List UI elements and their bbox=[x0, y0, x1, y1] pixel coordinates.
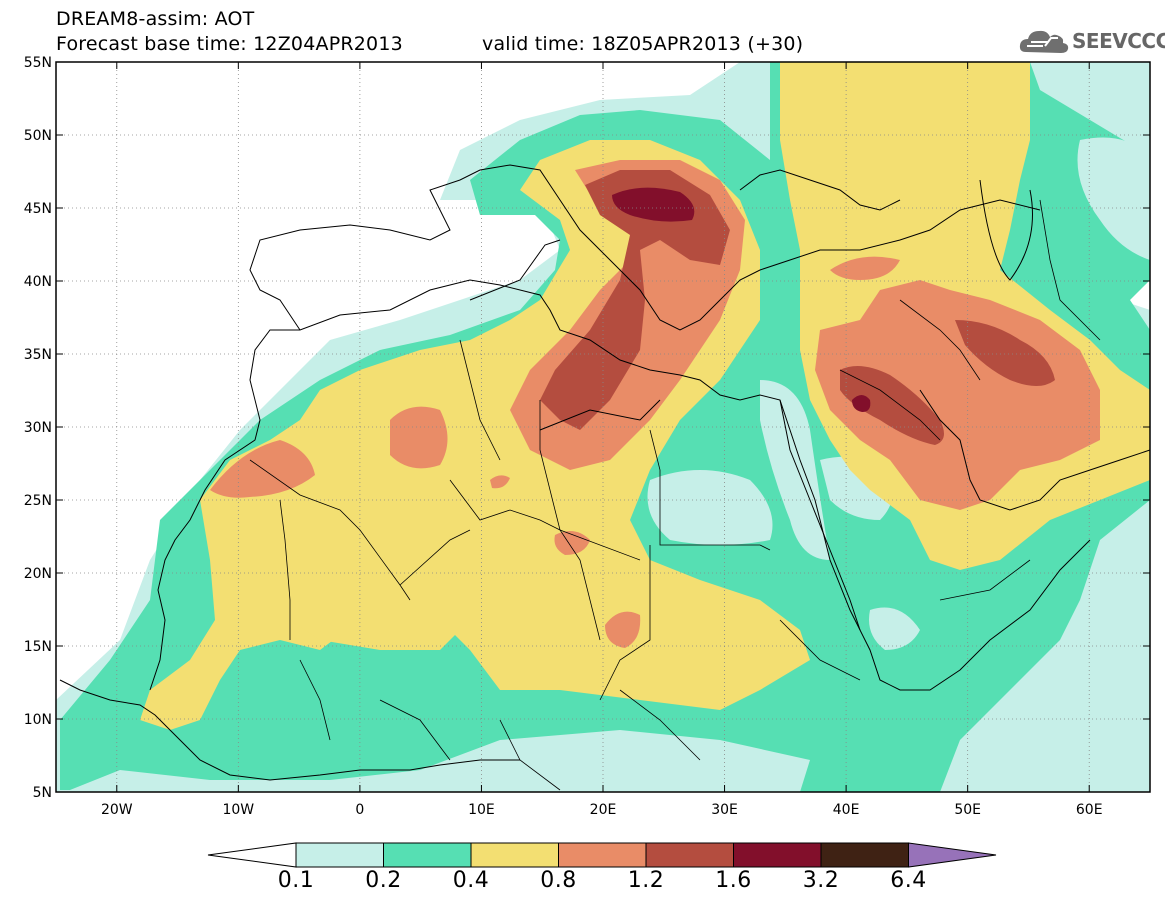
longitude-axis: 20W 10W 0 10E 20E 30E 40E 50E 60E bbox=[101, 62, 1103, 818]
colorbar-above-triangle bbox=[908, 842, 997, 868]
colorbar bbox=[207, 842, 997, 868]
colorbar-label: 0.8 bbox=[540, 868, 577, 893]
aot-band-0.1-east bbox=[1077, 137, 1150, 260]
aot-band-0.1-ethiopia bbox=[869, 607, 920, 650]
lon-tick-label: 10E bbox=[468, 802, 495, 818]
aot-band-0.1-egypt bbox=[647, 470, 773, 545]
lat-tick-label: 25N bbox=[24, 493, 52, 509]
map-title: DREAM8-assim: AOT bbox=[56, 8, 255, 30]
lat-tick-label: 40N bbox=[24, 274, 52, 290]
aot-band-0.8-mideast bbox=[815, 280, 1100, 510]
lat-tick-label: 10N bbox=[24, 712, 52, 728]
aot-band-1.2-iran bbox=[955, 320, 1055, 386]
lat-tick-label: 45N bbox=[24, 201, 52, 217]
colorbar-swatch bbox=[733, 842, 822, 868]
colorbar-label: 0.1 bbox=[277, 868, 315, 893]
colorbar-swatch bbox=[820, 842, 909, 868]
colorbar-swatch bbox=[645, 842, 734, 868]
colorbar-swatch bbox=[558, 842, 647, 868]
colorbar-labels: 0.1 0.2 0.4 0.8 1.2 1.6 3.2 6.4 bbox=[0, 868, 1165, 898]
colorbar-below-triangle bbox=[207, 842, 297, 868]
colorbar-label: 0.4 bbox=[452, 868, 490, 893]
latitude-axis: 55N 50N 45N 40N 35N 30N 25N 20N 15N 10N 5N bbox=[24, 55, 1150, 801]
aot-band-0.8-chad bbox=[554, 531, 590, 555]
lat-tick-label: 30N bbox=[24, 420, 52, 436]
lon-tick-label: 0 bbox=[355, 802, 364, 818]
aot-band-0.8-libya bbox=[490, 475, 510, 489]
country-borders bbox=[249, 199, 1101, 791]
lat-tick-label: 15N bbox=[24, 639, 52, 655]
lat-tick-label: 35N bbox=[24, 347, 52, 363]
aot-band-0.4-sahel bbox=[290, 560, 470, 650]
aot-band-0.8-tehran bbox=[830, 256, 900, 280]
valid-time: valid time: 18Z05APR2013 (+30) bbox=[482, 33, 804, 55]
lon-tick-label: 10W bbox=[222, 802, 254, 818]
colorbar-label: 3.2 bbox=[802, 868, 840, 893]
aot-band-1.2-balkans bbox=[540, 170, 730, 430]
colorbar-label: 1.6 bbox=[715, 868, 752, 893]
aot-band-1.6-iraq bbox=[852, 395, 871, 412]
logo-text: SEEVCCC bbox=[1072, 29, 1165, 53]
aot-band-0.8-sudan bbox=[605, 611, 641, 648]
lon-tick-label: 60E bbox=[1076, 802, 1103, 818]
colorbar-swatch bbox=[470, 842, 559, 868]
colorbar-label: 1.2 bbox=[627, 868, 665, 893]
coastlines bbox=[59, 164, 1150, 781]
lon-tick-label: 50E bbox=[954, 802, 981, 818]
aot-band-0.8-algeria bbox=[390, 406, 448, 469]
lon-tick-label: 20W bbox=[101, 802, 133, 818]
colorbar-label: 0.2 bbox=[365, 868, 402, 893]
lon-tick-label: 40E bbox=[833, 802, 860, 818]
map-grid bbox=[56, 62, 1150, 792]
colorbar-swatch bbox=[295, 842, 384, 868]
aot-band-0.1-redsea bbox=[760, 380, 830, 560]
lon-tick-label: 20E bbox=[590, 802, 617, 818]
aot-band-1.2-mideast bbox=[840, 366, 944, 445]
forecast-base-time: Forecast base time: 12Z04APR2013 bbox=[56, 33, 403, 55]
lat-tick-label: 50N bbox=[24, 128, 52, 144]
aot-band-1.6-romania bbox=[612, 187, 695, 222]
lat-tick-label: 20N bbox=[24, 566, 52, 582]
lat-tick-label: 55N bbox=[24, 55, 52, 71]
seevccc-logo: SEEVCCC bbox=[1018, 26, 1165, 56]
lat-tick-label: 5N bbox=[33, 785, 52, 801]
cloud-icon bbox=[1019, 30, 1069, 53]
colorbar-swatch bbox=[383, 842, 472, 868]
colorbar-label: 6.4 bbox=[890, 868, 927, 893]
lon-tick-label: 30E bbox=[711, 802, 738, 818]
